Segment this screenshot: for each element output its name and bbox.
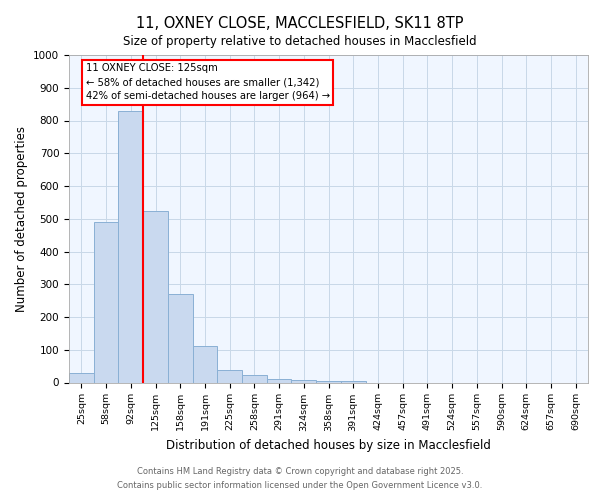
Bar xyxy=(242,376,267,382)
Bar xyxy=(118,110,143,382)
Bar xyxy=(292,380,316,382)
Bar xyxy=(316,381,341,382)
Text: Contains HM Land Registry data © Crown copyright and database right 2025.: Contains HM Land Registry data © Crown c… xyxy=(137,467,463,476)
Bar xyxy=(143,210,168,382)
Bar xyxy=(168,294,193,382)
Text: 11 OXNEY CLOSE: 125sqm
← 58% of detached houses are smaller (1,342)
42% of semi-: 11 OXNEY CLOSE: 125sqm ← 58% of detached… xyxy=(86,63,330,101)
Text: Size of property relative to detached houses in Macclesfield: Size of property relative to detached ho… xyxy=(123,35,477,48)
Bar xyxy=(217,370,242,382)
Y-axis label: Number of detached properties: Number of detached properties xyxy=(14,126,28,312)
Text: 11, OXNEY CLOSE, MACCLESFIELD, SK11 8TP: 11, OXNEY CLOSE, MACCLESFIELD, SK11 8TP xyxy=(136,16,464,31)
Bar xyxy=(267,378,292,382)
Bar xyxy=(341,381,365,382)
Bar xyxy=(94,222,118,382)
Bar xyxy=(69,374,94,382)
X-axis label: Distribution of detached houses by size in Macclesfield: Distribution of detached houses by size … xyxy=(166,439,491,452)
Bar xyxy=(193,346,217,382)
Text: Contains public sector information licensed under the Open Government Licence v3: Contains public sector information licen… xyxy=(118,481,482,490)
